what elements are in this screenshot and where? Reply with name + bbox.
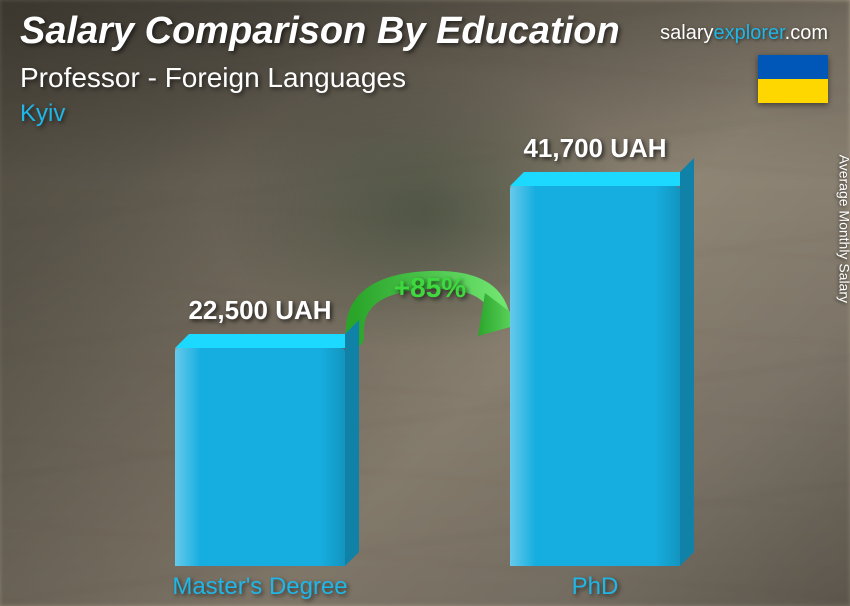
bar-front-sheen	[510, 186, 680, 566]
bar-front-sheen	[175, 348, 345, 566]
bar-top-face	[510, 172, 694, 186]
subtitle: Professor - Foreign Languages	[20, 62, 406, 94]
bar-1	[510, 186, 680, 566]
bar-0	[175, 348, 345, 566]
bar-side-face	[345, 320, 359, 566]
y-axis-label: Average Monthly Salary	[836, 155, 850, 303]
site-brand: salaryexplorer.com	[660, 22, 828, 45]
site-suffix: .com	[785, 22, 828, 44]
site-accent: explorer	[714, 22, 785, 44]
bar-chart: +85% 22,500 UAH Master's Degree 41,700 UAH…	[0, 136, 820, 606]
page-title: Salary Comparison By Education	[20, 10, 620, 53]
bar-category-label-1: PhD	[572, 573, 619, 601]
flag-top-stripe	[758, 55, 828, 79]
difference-label: +85%	[394, 272, 466, 304]
bar-side-face	[680, 158, 694, 566]
bar-category-label-0: Master's Degree	[172, 573, 347, 601]
site-prefix: salary	[660, 22, 713, 44]
country-flag	[758, 55, 828, 103]
bar-top-face	[175, 334, 359, 348]
location-label: Kyiv	[20, 100, 65, 128]
bar-value-label-0: 22,500 UAH	[188, 295, 331, 326]
bar-value-label-1: 41,700 UAH	[523, 133, 666, 164]
flag-bottom-stripe	[758, 79, 828, 103]
